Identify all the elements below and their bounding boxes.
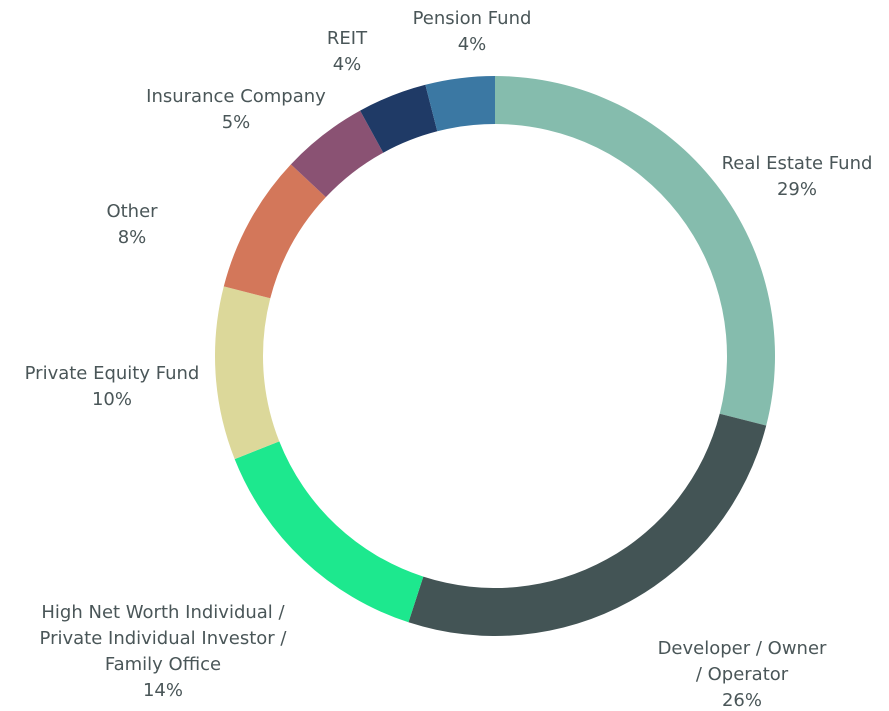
value-label: 14% <box>143 680 183 701</box>
slice-label: Real Estate Fund <box>722 153 873 174</box>
value-label: 8% <box>118 227 147 248</box>
value-label: 29% <box>777 179 817 200</box>
donut-segment <box>214 286 280 460</box>
value-label: 4% <box>333 54 362 75</box>
slice-label: Pension Fund <box>413 8 532 29</box>
value-label: 26% <box>722 690 762 711</box>
slice-label: Developer / Owner <box>658 638 827 659</box>
donut-segment <box>223 164 326 299</box>
donut-segment <box>360 84 438 153</box>
slice-label: Family Office <box>105 654 221 675</box>
slice-label: Insurance Company <box>146 86 326 107</box>
donut-segment <box>290 110 384 198</box>
slice-label: High Net Worth Individual / <box>41 602 285 623</box>
value-label: 5% <box>222 112 251 133</box>
donut-segment <box>408 413 767 637</box>
slice-label: REIT <box>327 28 368 49</box>
slice-label: Private Equity Fund <box>25 363 200 384</box>
donut-segment <box>425 76 495 132</box>
value-label: 10% <box>92 389 132 410</box>
slice-label: Other <box>106 201 158 222</box>
value-label: 4% <box>458 34 487 55</box>
donut-segment <box>234 441 424 623</box>
donut-segment <box>495 76 776 426</box>
slice-label: Private Individual Investor / <box>40 628 288 649</box>
slice-label: / Operator <box>696 664 789 685</box>
